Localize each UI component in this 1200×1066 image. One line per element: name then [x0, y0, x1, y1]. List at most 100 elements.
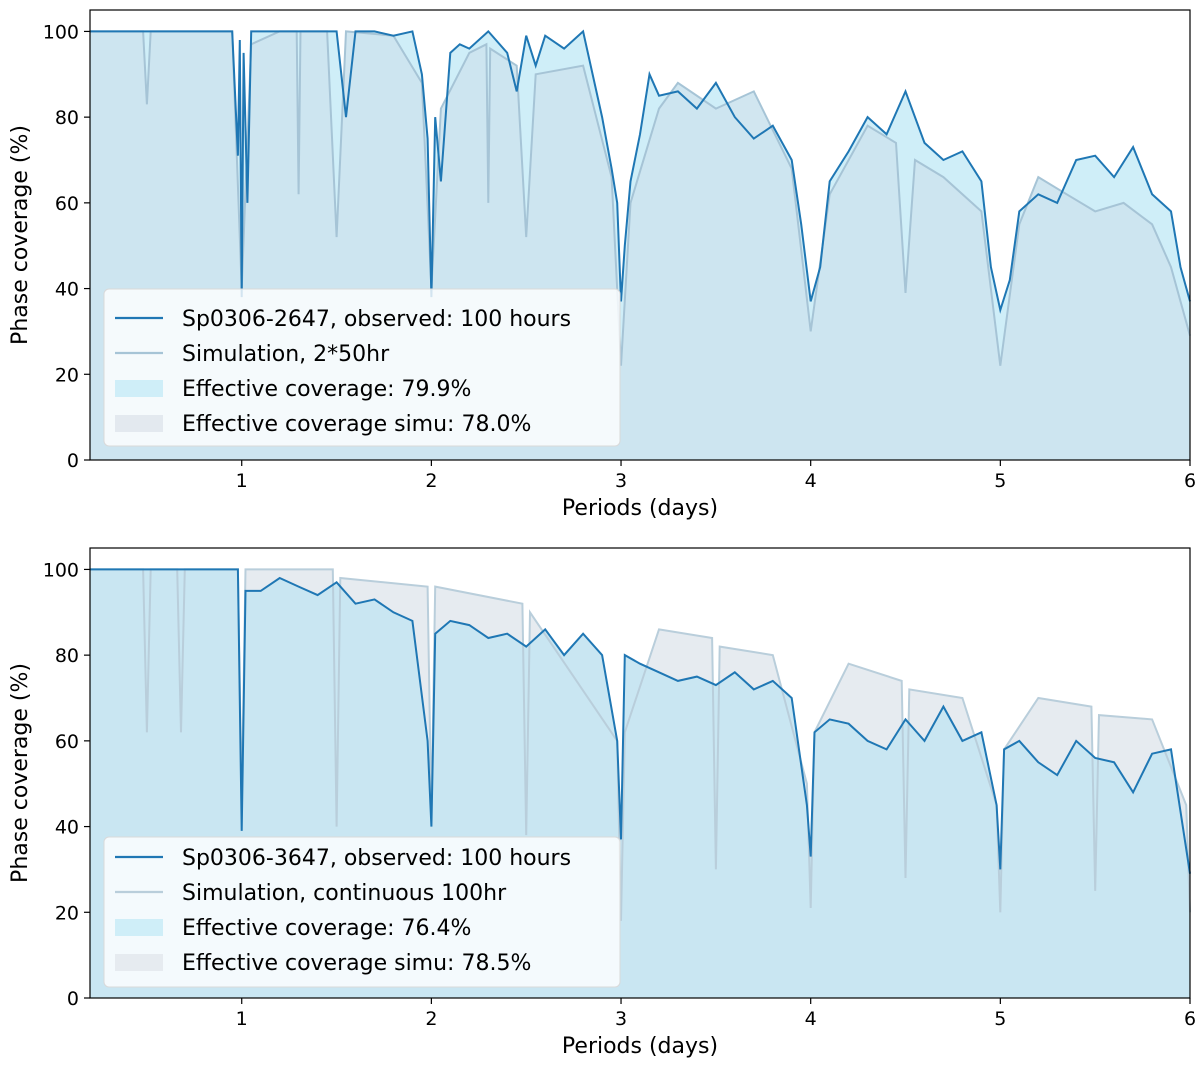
x-axis-label: Periods (days) [562, 496, 718, 521]
data-point-observed [1037, 761, 1039, 763]
legend-label-simulation: Simulation, 2*50hr [182, 342, 390, 367]
y-axis-ticks: 0 20 40 60 80 100 [43, 21, 90, 472]
data-point-observed [1113, 176, 1115, 178]
data-point-simulation [1037, 176, 1039, 178]
data-point-observed [649, 73, 651, 75]
data-point-observed [810, 856, 812, 858]
data-point-observed [427, 138, 429, 140]
legend-label-simulation: Simulation, continuous 100hr [182, 881, 507, 906]
data-point-observed [434, 116, 436, 118]
data-point-simulation [142, 568, 144, 570]
data-point-simulation [961, 697, 963, 699]
data-point-observed [1180, 266, 1182, 268]
y-tick-label: 20 [55, 902, 79, 924]
data-point-observed [563, 48, 565, 50]
data-point-simulation [146, 103, 148, 105]
data-point-observed [696, 676, 698, 678]
data-point-observed [980, 180, 982, 182]
data-point-simulation [535, 73, 537, 75]
data-point-observed [624, 245, 626, 247]
data-point-observed [848, 723, 850, 725]
data-point-observed [867, 740, 869, 742]
y-axis-label: Phase coverage (%) [8, 125, 33, 345]
legend-swatch-effective-coverage [115, 380, 163, 397]
data-point-observed [658, 95, 660, 97]
data-point-simulation [489, 48, 491, 50]
data-point-observed [256, 30, 258, 32]
data-point-observed [563, 654, 565, 656]
data-point-simulation [1098, 714, 1100, 716]
data-point-simulation [1090, 706, 1092, 708]
data-point-simulation [829, 193, 831, 195]
data-point-observed [806, 804, 808, 806]
data-point-observed [269, 30, 271, 32]
y-tick-label: 100 [43, 559, 79, 581]
data-point-observed [867, 116, 869, 118]
data-point-observed [961, 150, 963, 152]
data-point-observed [355, 30, 357, 32]
x-tick-label: 6 [1184, 1008, 1196, 1030]
data-point-simulation [176, 568, 178, 570]
data-point-simulation [582, 65, 584, 67]
data-point-simulation [487, 202, 489, 204]
y-tick-label: 80 [55, 107, 79, 129]
y-tick-label: 40 [55, 817, 79, 839]
data-point-simulation [867, 125, 869, 127]
x-tick-label: 2 [425, 1008, 437, 1030]
data-point-observed [1170, 748, 1172, 750]
data-point-observed [942, 159, 944, 161]
data-point-simulation [814, 731, 816, 733]
data-point-observed [427, 740, 429, 742]
data-point-simulation [810, 330, 812, 332]
data-point-simulation [345, 30, 347, 32]
data-point-simulation [996, 804, 998, 806]
data-point-simulation [434, 586, 436, 588]
data-point-observed [734, 116, 736, 118]
data-point-observed [430, 826, 432, 828]
data-point-observed [237, 155, 239, 157]
data-point-simulation [485, 43, 487, 45]
data-point-observed [392, 611, 394, 613]
data-point-observed [829, 180, 831, 182]
y-axis-label: Phase coverage (%) [8, 663, 33, 883]
data-point-observed [260, 590, 262, 592]
data-point-observed [246, 202, 248, 204]
data-point-observed [582, 633, 584, 635]
data-point-simulation [999, 365, 1001, 367]
data-point-simulation [336, 826, 338, 828]
data-point-simulation [250, 43, 252, 45]
data-point-observed [924, 740, 926, 742]
data-point-simulation [791, 168, 793, 170]
data-point-observed [980, 731, 982, 733]
chart-top: 1 2 3 4 5 6 0 20 40 60 80 100 Periods (days) Phase… [8, 9, 1196, 521]
data-point-observed [829, 718, 831, 720]
legend-label-observed: Sp0306-3647, observed: 100 hours [182, 846, 571, 871]
data-point-observed [630, 180, 632, 182]
data-point-simulation [1151, 718, 1153, 720]
data-point-observed [791, 697, 793, 699]
series-line-observed [90, 29, 1191, 314]
data-point-simulation [616, 740, 618, 742]
data-point-observed [999, 868, 1001, 870]
data-point-observed [791, 159, 793, 161]
x-tick-label: 2 [425, 470, 437, 492]
legend-label-effective-coverage-simu: Effective coverage simu: 78.0% [182, 412, 531, 437]
data-point-observed [336, 581, 338, 583]
x-tick-label: 3 [615, 1008, 627, 1030]
data-point-observed [924, 142, 926, 144]
data-point-simulation [525, 834, 527, 836]
data-point-simulation [1094, 210, 1096, 212]
data-point-simulation [895, 142, 897, 144]
data-point-observed [459, 43, 461, 45]
x-axis-ticks: 1 2 3 4 5 6 [236, 998, 1196, 1030]
data-point-simulation [296, 30, 298, 32]
data-point-observed [616, 202, 618, 204]
data-point-observed [525, 35, 527, 37]
data-point-observed [753, 138, 755, 140]
data-point-observed [345, 116, 347, 118]
axes-frame [89, 547, 1191, 999]
data-point-observed [677, 90, 679, 92]
data-point-simulation [427, 586, 429, 588]
data-point-simulation [1094, 890, 1096, 892]
data-point-observed [1132, 791, 1134, 793]
